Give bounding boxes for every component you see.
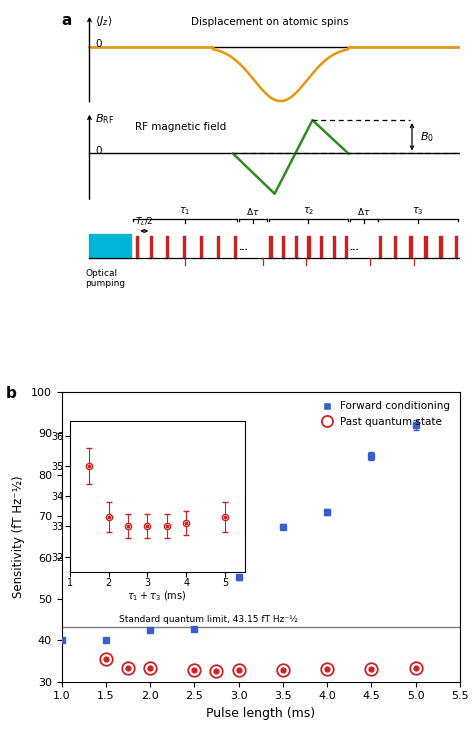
Text: $\tau_1$: $\tau_1$	[179, 205, 191, 217]
Text: RF magnetic field: RF magnetic field	[136, 122, 227, 132]
Text: 0: 0	[95, 39, 102, 49]
Text: $T_L/2$: $T_L/2$	[135, 216, 154, 228]
Text: Standard quantum limit, 43.15 fT Hz⁻½: Standard quantum limit, 43.15 fT Hz⁻½	[119, 615, 298, 624]
Y-axis label: Sensitivity (fT Hz⁻½): Sensitivity (fT Hz⁻½)	[12, 475, 25, 598]
Text: $\Delta\tau$: $\Delta\tau$	[246, 206, 260, 217]
Text: $\Delta\tau$: $\Delta\tau$	[357, 206, 371, 217]
Text: ...: ...	[238, 243, 247, 252]
Text: ...: ...	[349, 243, 359, 252]
Legend: Forward conditioning, Past quantum state: Forward conditioning, Past quantum state	[312, 397, 455, 430]
Text: $\tau_3$: $\tau_3$	[412, 205, 424, 217]
Text: Displacement on atomic spins: Displacement on atomic spins	[191, 17, 348, 27]
Text: $B_{\rm RF}$: $B_{\rm RF}$	[95, 112, 115, 125]
Text: 0: 0	[95, 147, 102, 156]
Text: $B_0$: $B_0$	[420, 130, 434, 144]
X-axis label: Pulse length (ms): Pulse length (ms)	[206, 707, 315, 720]
Text: Optical
pumping: Optical pumping	[85, 269, 126, 288]
Text: $\langle J_z\rangle$: $\langle J_z\rangle$	[95, 14, 113, 28]
Text: a: a	[62, 13, 72, 28]
Text: $\tau_2$: $\tau_2$	[303, 205, 314, 217]
Text: b: b	[6, 386, 17, 401]
